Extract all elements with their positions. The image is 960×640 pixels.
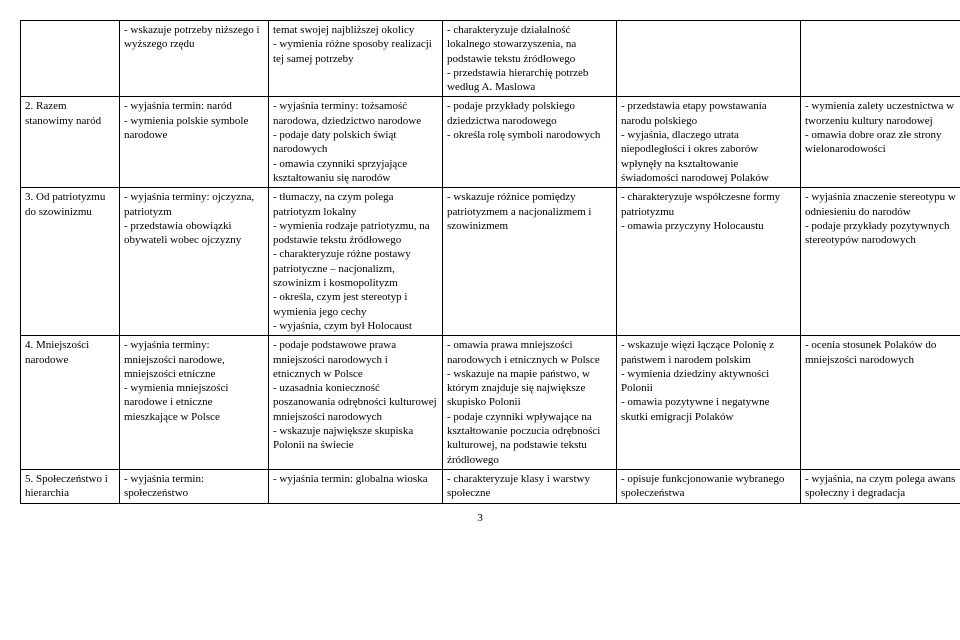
curriculum-table: - wskazuje potrzeby niższego i wyższego … [20, 20, 960, 504]
table-cell: - wyjaśnia, na czym polega awans społecz… [801, 469, 960, 503]
page-number: 3 [20, 512, 940, 524]
table-cell: - wymienia zalety uczestnictwa w tworzen… [801, 97, 960, 188]
table-cell: - wyjaśnia termin: naród- wymienia polsk… [120, 97, 269, 188]
table-cell: 2. Razem stanowimy naród [21, 97, 120, 188]
table-cell: - wskazuje więzi łączące Polonię z państ… [617, 336, 801, 470]
table-cell: 4. Mniejszości narodowe [21, 336, 120, 470]
table-cell: - ocenia stosunek Polaków do mniejszości… [801, 336, 960, 470]
table-row: 5. Społeczeństwo i hierarchia- wyjaśnia … [21, 469, 960, 503]
table-cell: - wyjaśnia terminy: mniejszości narodowe… [120, 336, 269, 470]
table-cell: - podaje podstawowe prawa mniejszości na… [269, 336, 443, 470]
table-cell [617, 21, 801, 97]
table-cell: - wyjaśnia znaczenie stereotypu w odnies… [801, 188, 960, 336]
table-row: 2. Razem stanowimy naród- wyjaśnia termi… [21, 97, 960, 188]
table-cell: - charakteryzuje klasy i warstwy społecz… [443, 469, 617, 503]
table-cell: - wyjaśnia terminy: tożsamość narodowa, … [269, 97, 443, 188]
table-cell: - charakteryzuje działalność lokalnego s… [443, 21, 617, 97]
table-cell [21, 21, 120, 97]
table-cell: - wyjaśnia terminy: ojczyzna, patriotyzm… [120, 188, 269, 336]
table-row: 3. Od patriotyzmu do szowinizmu- wyjaśni… [21, 188, 960, 336]
table-cell: - wskazuje potrzeby niższego i wyższego … [120, 21, 269, 97]
table-cell: - tłumaczy, na czym polega patriotyzm lo… [269, 188, 443, 336]
table-cell: - przedstawia etapy powstawania narodu p… [617, 97, 801, 188]
table-cell: temat swojej najbliższej okolicy- wymien… [269, 21, 443, 97]
table-row: - wskazuje potrzeby niższego i wyższego … [21, 21, 960, 97]
table-cell: - wyjaśnia termin: społeczeństwo [120, 469, 269, 503]
table-cell: - opisuje funkcjonowanie wybranego społe… [617, 469, 801, 503]
table-cell: 5. Społeczeństwo i hierarchia [21, 469, 120, 503]
table-row: 4. Mniejszości narodowe- wyjaśnia termin… [21, 336, 960, 470]
table-cell: 3. Od patriotyzmu do szowinizmu [21, 188, 120, 336]
table-cell: - podaje przykłady polskiego dziedzictwa… [443, 97, 617, 188]
table-cell: - charakteryzuje współczesne formy patri… [617, 188, 801, 336]
table-cell [801, 21, 960, 97]
table-cell: - omawia prawa mniejszości narodowych i … [443, 336, 617, 470]
table-cell: - wskazuje różnice pomiędzy patriotyzmem… [443, 188, 617, 336]
table-cell: - wyjaśnia termin: globalna wioska [269, 469, 443, 503]
